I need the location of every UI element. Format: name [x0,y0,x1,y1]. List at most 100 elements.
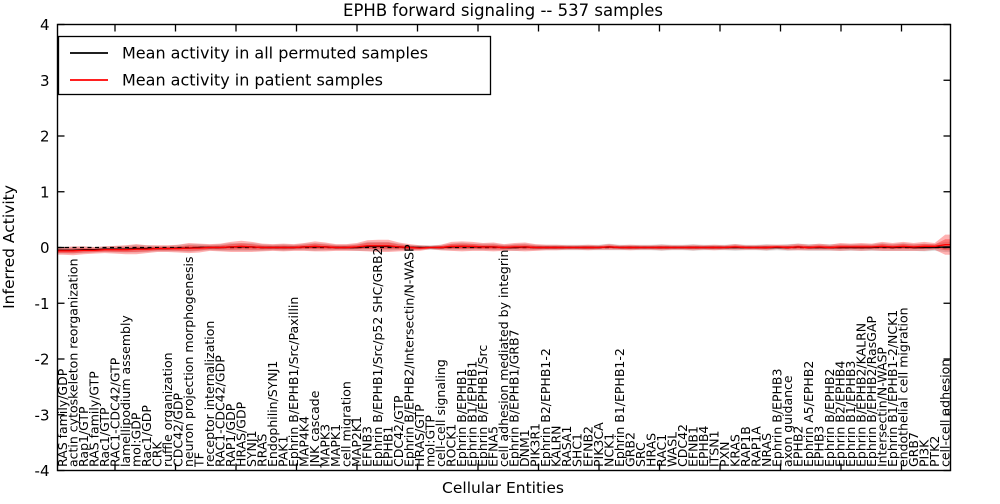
x-tick-label: Ephrin B/EPHB2/Intersectin/N-WASP [402,244,417,467]
x-tick-label: MAPK1 [328,424,343,467]
x-tick-label: RASA1 [559,426,574,467]
y-tick-label: 4 [40,16,50,34]
x-tick-label: PAK1 [276,436,291,467]
x-tick-label: SYNJ1 [244,430,259,467]
x-tick-label: Ephrin B2/EPHB4 [832,361,847,467]
legend-patient-label: Mean activity in patient samples [122,71,383,90]
x-tick-label: PXN [717,442,732,467]
x-tick-label: PIK3CA [591,422,606,467]
x-tick-label: EFNB1 [685,426,700,467]
x-tick-label: CDC42/GDP [171,392,186,467]
x-tick-label: Ephrin B1/EPHB1 [465,361,480,467]
x-tick-label: Rap1/GTP [76,406,91,467]
x-tick-label: PI3K [916,439,931,467]
x-tick-label: Ephrin B/EPHB1/Src/Paxillin [286,297,301,467]
x-tick-label: Intersectin/N-WASP [874,347,889,467]
x-tick-label: CDC42 [675,424,690,467]
x-tick-label: Endophilin/SYNJ1 [265,361,280,467]
x-tick-label: HRAS [643,433,658,467]
x-tick-label: ROCK1 [444,424,459,467]
x-tick-label: Ephrin B/EPHB1/Src [475,345,490,467]
x-tick-label: Rac1/GDP [139,405,154,467]
x-tick-label: RAC1 [654,434,669,467]
x-tick-label: Rac1/GTP [97,407,112,467]
x-tick-label: ITSN1 [706,430,721,467]
x-tick-label: Ephrin B/EPHB3 [769,369,784,467]
x-tick-label: RAS family/GTP [86,371,101,467]
x-tick-label: RAS family/GDP [55,368,70,467]
x-tick-label: NCK1 [601,433,616,467]
x-tick-label: PTK2 [927,436,942,467]
x-tick-label: ruffle organization [160,352,175,467]
x-tick-label: CDC42/GTP [391,395,406,467]
x-tick-label: receptor internalization [202,321,217,467]
x-tick-label: KALRN [549,425,564,467]
x-tick-label: RAP1/GDP [223,403,238,467]
x-tick-label: HRAS/GTP [412,404,427,467]
x-tick-label: PIK3R1 [528,423,543,467]
x-tick-label: cell migration [339,381,354,467]
x-tick-label: GRB2 [622,432,637,467]
x-tick-label: GRB7 [906,432,921,467]
x-tick-label: EPHB1 [381,426,396,467]
x-tick-label: HRAS/GDP [234,401,249,467]
x-axis-label: Cellular Entities [442,479,564,497]
x-tick-label: EFNA5 [486,426,501,467]
y-tick-label: 2 [40,128,50,146]
x-tick-label: CRK [150,441,165,467]
x-tick-label: Ephrin B2/EPHB1-2 [538,348,553,467]
x-tick-label: cell-cell adhesion [937,359,952,467]
x-tick-label: TF [192,452,207,468]
x-tick-label: lamellipodium assembly [118,315,133,467]
y-tick-label: -2 [35,351,50,369]
x-tick-label: Ephrin B/EPHB2 [822,369,837,467]
x-tick-label: NRAS [759,433,774,467]
x-tick-label: Ephrin B1/EPHB3 [843,361,858,467]
x-tick-label: MAPK3 [318,424,333,467]
x-tick-label: MAP2K1 [349,416,364,467]
series-lines [57,244,951,252]
y-tick-label: -1 [35,295,50,313]
x-tick-label: actin cytoskeleton reorganization [65,258,80,467]
x-tick-label: Ephrin B/EPHB2/KALRN [853,323,868,467]
x-tick-label: EPHB2 [790,426,805,467]
x-tick-label: RAP1A [748,426,763,467]
x-tick-label: Ephrin B1/EPHB1-2 [612,348,627,467]
x-tick-label: cell-cell signaling [433,359,448,467]
patient-range-band [57,234,951,256]
x-tick-label: DNM1 [517,429,532,467]
x-tick-label: mol:GTP [423,415,438,467]
plot-border [56,23,952,472]
x-tick-label: neuron projection morphogenesis [181,256,196,467]
patient-range-band-core [57,239,951,254]
x-tick-label: mol:GDP [128,412,143,467]
y-axis-label: Inferred Activity [0,185,18,309]
x-tick-label: Ephrin A5/EPHB2 [801,361,816,467]
x-tick-label: endothelial cell migration [895,307,910,467]
x-tick-label: RAC1-CDC42/GDP [213,355,228,467]
y-tick-label: 1 [40,183,50,201]
x-tick-label: cell adhesion mediated by integrin [496,250,511,467]
x-tick-label: Ephrin B/EPHB1/Src/p52 SHC/GRB2 [370,248,385,468]
legend-permuted-label: Mean activity in all permuted samples [122,44,428,63]
x-tick-label: WASL [664,432,679,467]
x-tick-label: EPHB3 [811,426,826,467]
x-tick-label: EPHB4 [696,426,711,467]
chart-title: EPHB forward signaling -- 537 samples [343,1,663,20]
x-tick-label: KRAS [727,434,742,467]
x-tick-label: RRAS [255,434,270,467]
y-tick-label: 3 [40,72,50,90]
x-tick-label: MAP4K4 [297,416,312,467]
y-tick-label: -4 [35,462,50,480]
x-tick-label: RAP1B [738,426,753,467]
x-tick-label: Ephrin B/EPHB1 [454,369,469,467]
x-tick-label: SHC1 [570,433,585,467]
y-tick-label: 0 [40,239,50,257]
mean-patient-line [57,244,951,252]
x-tick-label: Ephrin B1/EPHB1-2/NCK1 [885,310,900,467]
x-tick-label: Ephrin B/EPHB1/GRB7 [507,329,522,467]
x-tick-label: JNK cascade [307,390,322,468]
y-tick-label: -3 [35,406,50,424]
